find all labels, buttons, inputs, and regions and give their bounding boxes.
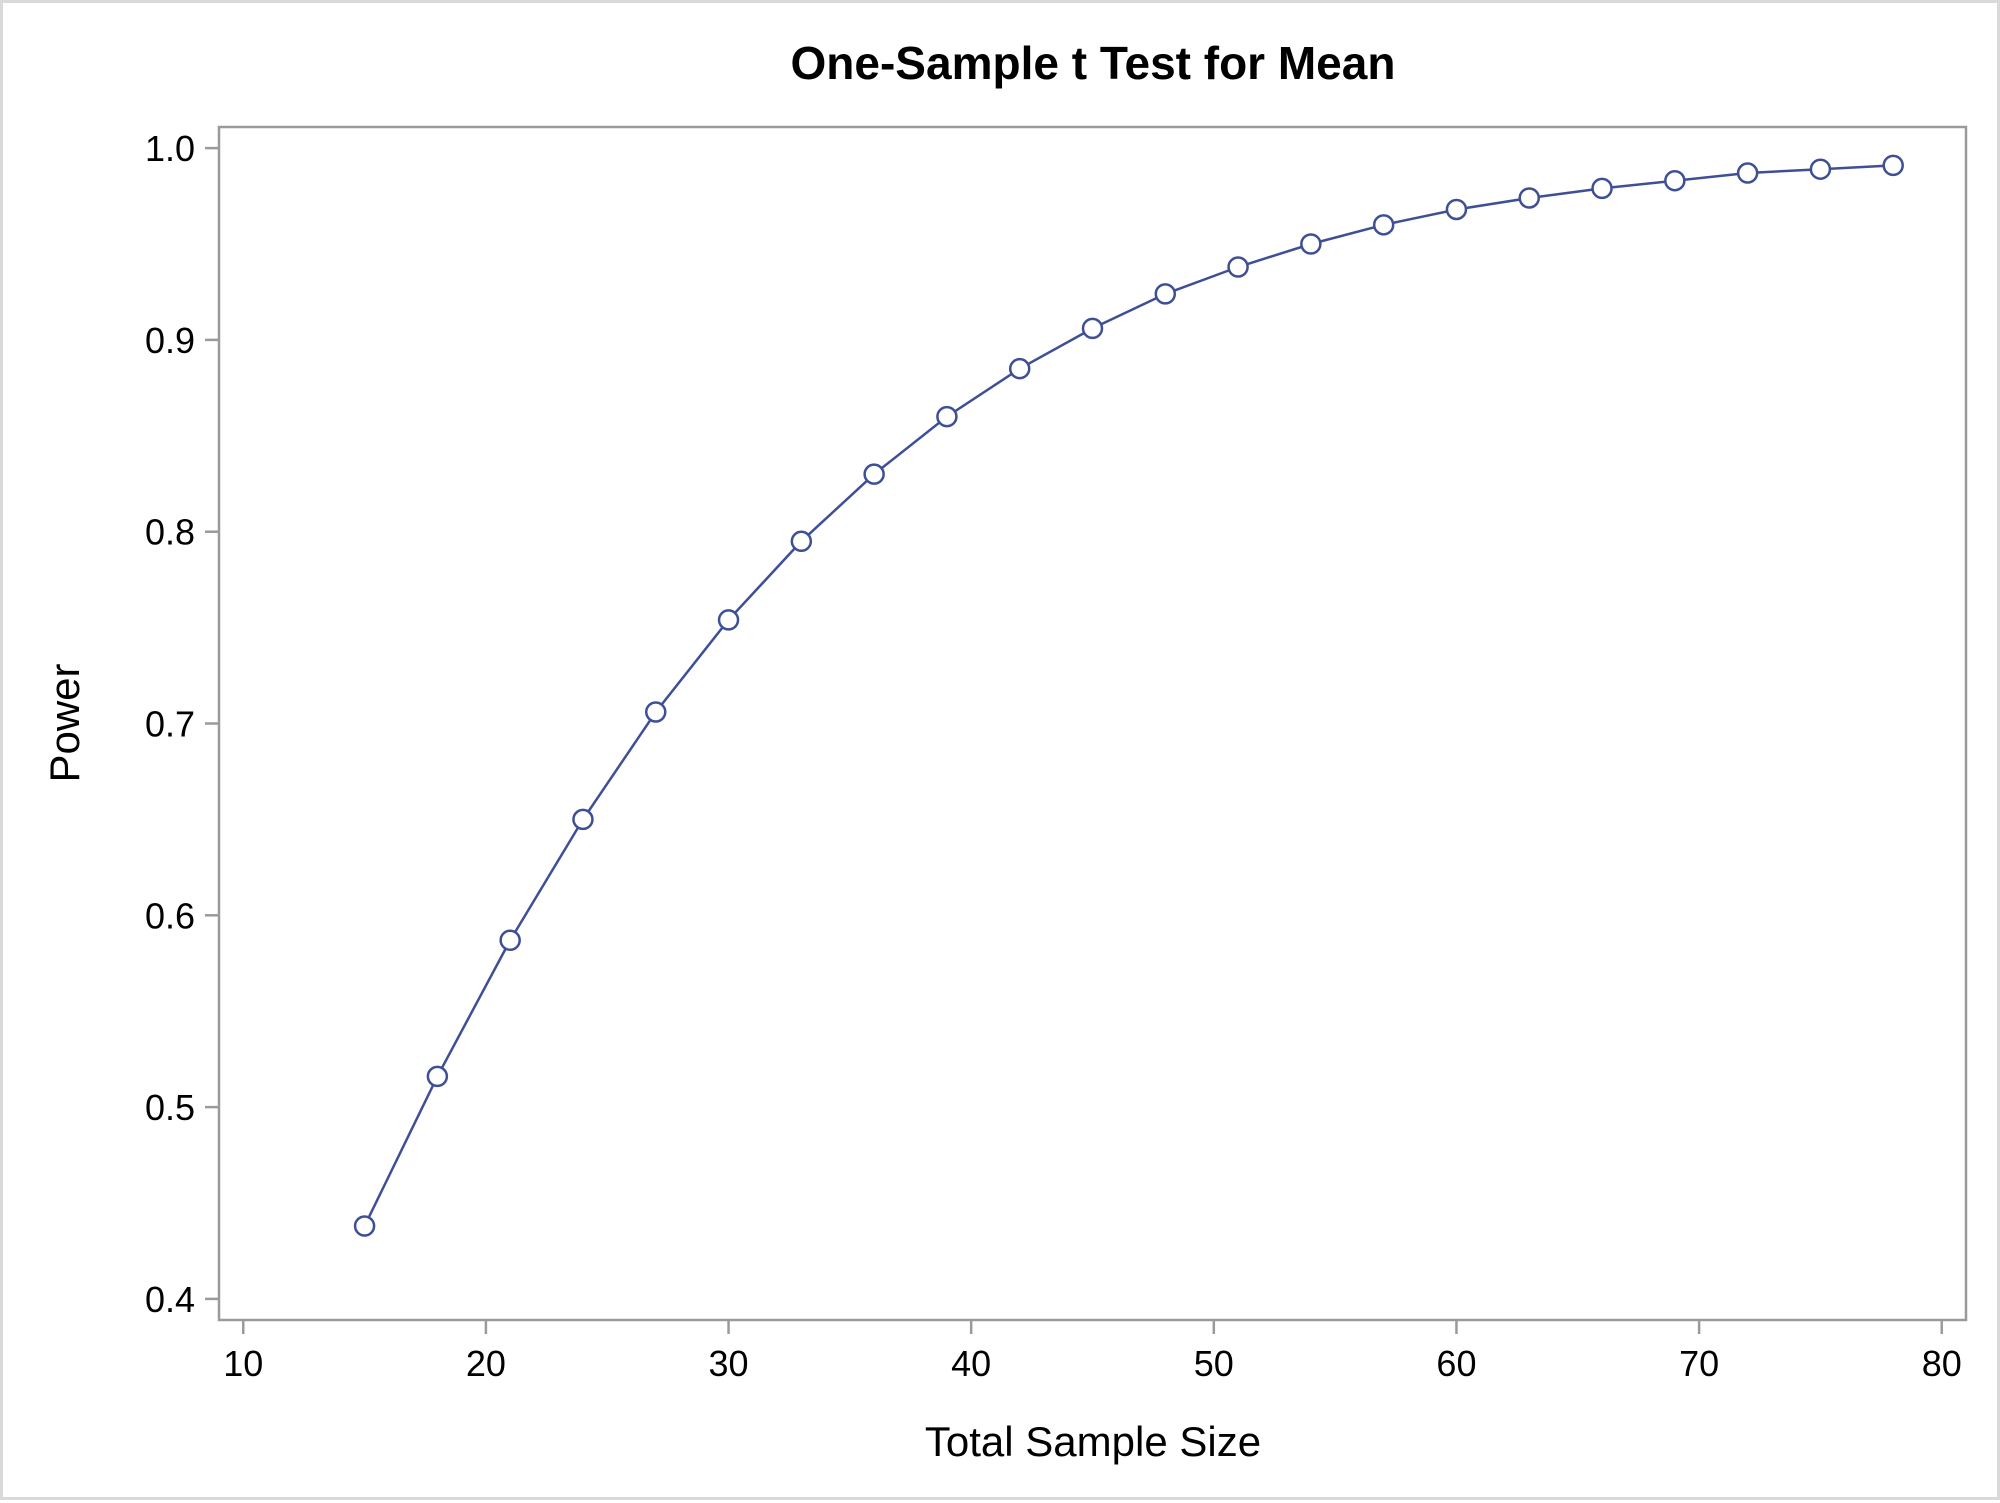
y-tick-label: 1.0	[145, 128, 195, 169]
y-tick-label: 0.8	[145, 512, 195, 553]
y-tick-label: 0.7	[145, 704, 195, 745]
data-point	[1736, 162, 1759, 184]
data-point	[1809, 158, 1832, 180]
x-tick-label: 50	[1194, 1343, 1234, 1384]
data-point	[936, 405, 958, 428]
y-tick-label: 0.9	[145, 320, 195, 361]
data-point	[1081, 317, 1104, 340]
y-axis: 0.4 0.5 0.6 0.7 0.8 0.9 1.0	[145, 128, 219, 1320]
x-axis-label: Total Sample Size	[925, 1418, 1261, 1465]
data-point	[1591, 177, 1613, 200]
x-tick-label: 30	[709, 1343, 749, 1384]
data-point	[353, 1215, 376, 1237]
data-point	[1008, 357, 1031, 380]
y-tick-label: 0.5	[145, 1087, 195, 1128]
data-point	[863, 463, 885, 485]
x-tick-label: 60	[1436, 1343, 1476, 1384]
data-point	[1154, 283, 1177, 305]
data-point	[1227, 256, 1249, 278]
data-point	[1300, 233, 1322, 255]
series-layer	[353, 154, 1904, 1237]
x-tick-label: 70	[1679, 1343, 1719, 1384]
data-point	[717, 609, 740, 631]
x-tick-label: 40	[951, 1343, 991, 1384]
series-line	[363, 164, 1894, 1227]
data-point	[499, 929, 521, 951]
x-axis: 10 20 30 40 50 60 70 80	[223, 1320, 1962, 1384]
data-point	[572, 808, 594, 831]
data-point	[1882, 154, 1904, 177]
y-tick-label: 0.4	[145, 1279, 195, 1320]
data-point	[1664, 169, 1686, 192]
plot-area-frame	[217, 125, 1968, 1322]
x-tick-label: 20	[466, 1343, 506, 1384]
data-point	[1518, 187, 1540, 209]
power-curve-chart: One-Sample t Test for Mean 0.40.50.60.70…	[41, 37, 1968, 1465]
data-point	[1445, 198, 1468, 221]
data-point	[790, 530, 813, 553]
data-point	[645, 701, 667, 723]
data-point	[426, 1065, 449, 1088]
y-tick-label: 0.6	[145, 895, 195, 936]
x-tick-label: 80	[1922, 1343, 1962, 1384]
x-tick-label: 10	[223, 1343, 263, 1384]
data-point	[1372, 214, 1395, 236]
chart-title: One-Sample t Test for Mean	[791, 37, 1396, 89]
y-axis-label: Power	[41, 663, 88, 782]
